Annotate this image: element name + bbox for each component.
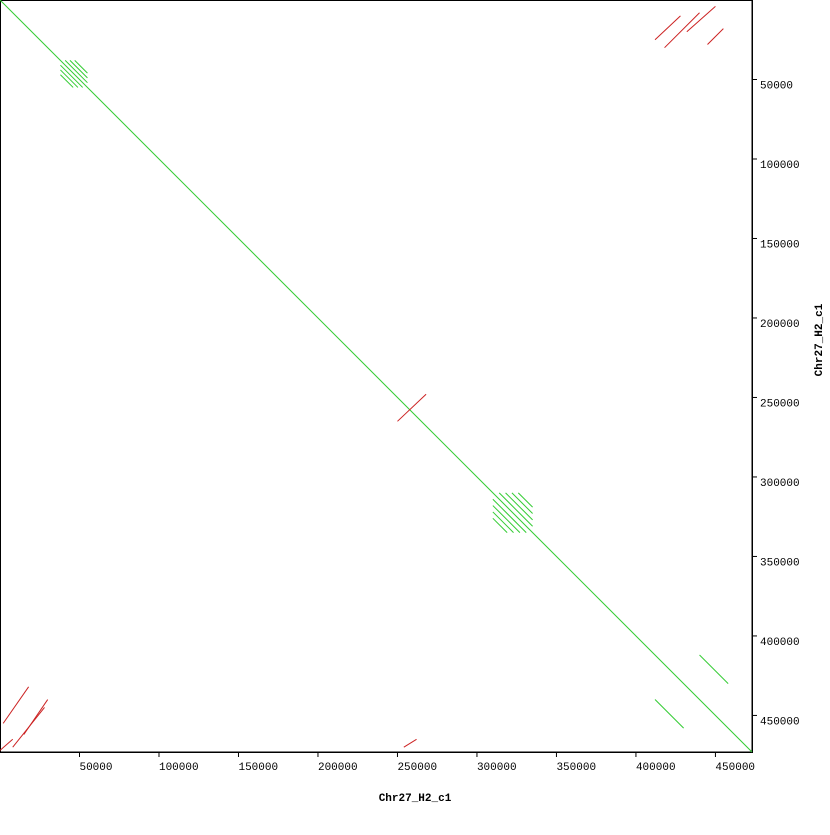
alignment-segment xyxy=(492,511,514,533)
x-tick-label: 300000 xyxy=(477,762,517,774)
y-tick-label: 350000 xyxy=(760,557,800,569)
y-tick-label: 100000 xyxy=(760,160,800,172)
alignment-segment xyxy=(517,492,533,508)
alignment-segment xyxy=(699,654,729,684)
alignment-segment xyxy=(654,15,681,41)
alignment-segment xyxy=(23,699,49,735)
x-tick-label: 350000 xyxy=(556,762,596,774)
alignment-segment xyxy=(403,738,417,748)
y-tick-label: 250000 xyxy=(760,398,800,410)
y-tick-label: 200000 xyxy=(760,319,800,331)
alignment-segment xyxy=(397,393,427,422)
alignment-segment xyxy=(686,5,716,33)
alignment-segment xyxy=(0,738,14,751)
alignment-segment xyxy=(511,492,533,514)
x-tick-label: 50000 xyxy=(79,762,112,774)
x-axis-label: Chr27_H2_c1 xyxy=(379,793,452,805)
alignment-segment xyxy=(0,0,753,753)
alignment-segment xyxy=(498,492,533,527)
alignment-segment xyxy=(492,505,521,533)
alignment-segment xyxy=(654,699,684,729)
alignment-segment xyxy=(69,60,88,79)
y-tick-label: 50000 xyxy=(760,80,793,92)
y-tick-label: 300000 xyxy=(760,478,800,490)
alignment-segment xyxy=(60,74,74,88)
y-tick-label: 150000 xyxy=(760,239,800,251)
alignment-segment xyxy=(60,69,79,88)
x-tick-label: 100000 xyxy=(159,762,199,774)
x-tick-label: 400000 xyxy=(636,762,676,774)
y-tick-label: 400000 xyxy=(760,637,800,649)
alignment-segment xyxy=(492,517,508,533)
x-tick-label: 200000 xyxy=(318,762,358,774)
alignment-segment xyxy=(60,64,84,88)
alignment-segment xyxy=(505,492,533,521)
x-tick-label: 150000 xyxy=(238,762,278,774)
alignment-segment xyxy=(74,60,88,74)
y-axis-label: Chr27_H2_c1 xyxy=(814,303,826,376)
alignment-segment xyxy=(664,12,700,49)
y-tick-label: 450000 xyxy=(760,716,800,728)
alignment-segment xyxy=(492,498,527,533)
x-tick-label: 250000 xyxy=(397,762,437,774)
alignment-segment xyxy=(64,60,88,84)
x-tick-label: 450000 xyxy=(715,762,755,774)
alignment-segment xyxy=(707,28,724,45)
alignment-segment xyxy=(2,686,30,724)
